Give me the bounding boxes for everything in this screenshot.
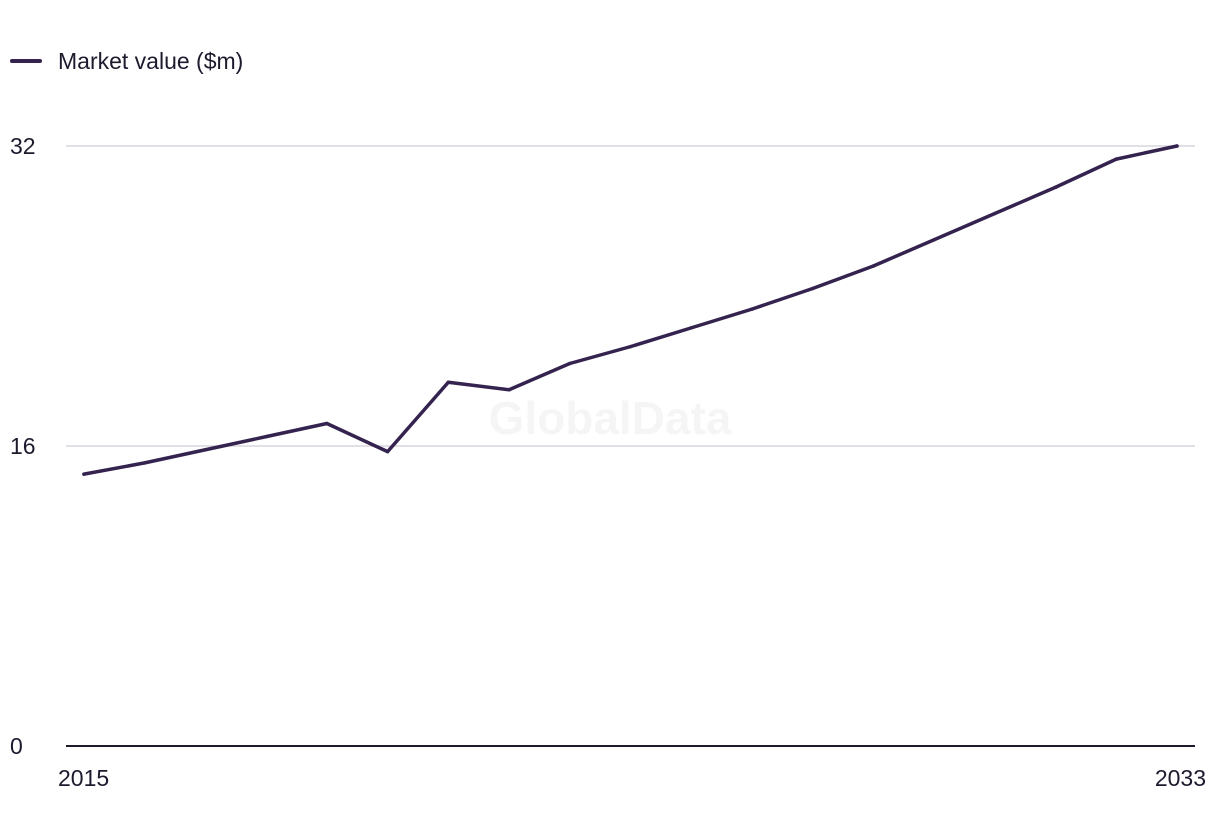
data-point (142, 461, 147, 465)
data-point (750, 307, 754, 311)
y-tick-label: 0 (10, 733, 23, 759)
x-tick-label: 2015 (58, 765, 109, 791)
data-point (932, 238, 936, 242)
y-axis-ticks: 0 16 32 (10, 133, 36, 759)
data-point (446, 380, 451, 384)
data-point (689, 326, 693, 330)
data-point (1114, 157, 1119, 161)
data-point (871, 264, 876, 268)
data-point (993, 211, 997, 216)
x-tick-label: 2033 (1155, 765, 1206, 791)
y-tick-label: 32 (10, 133, 36, 159)
data-point (1175, 144, 1179, 148)
grid-lines (66, 145, 1195, 447)
x-axis-ticks: 2015 2033 (58, 765, 1206, 791)
watermark-text: GlobalData (489, 392, 732, 444)
data-point (810, 286, 815, 291)
y-tick-label: 16 (10, 433, 36, 459)
data-point (628, 344, 633, 349)
data-point (568, 361, 572, 366)
data-point (82, 472, 86, 476)
data-point (1053, 185, 1058, 189)
data-point (507, 388, 511, 392)
legend-swatch (10, 59, 42, 63)
legend-label: Market value ($m) (58, 47, 244, 74)
series-layer (82, 144, 1179, 476)
data-point (385, 449, 390, 454)
data-point (264, 434, 268, 439)
legend: Market value ($m) (10, 46, 243, 76)
data-point (203, 448, 208, 452)
data-point (325, 421, 329, 426)
